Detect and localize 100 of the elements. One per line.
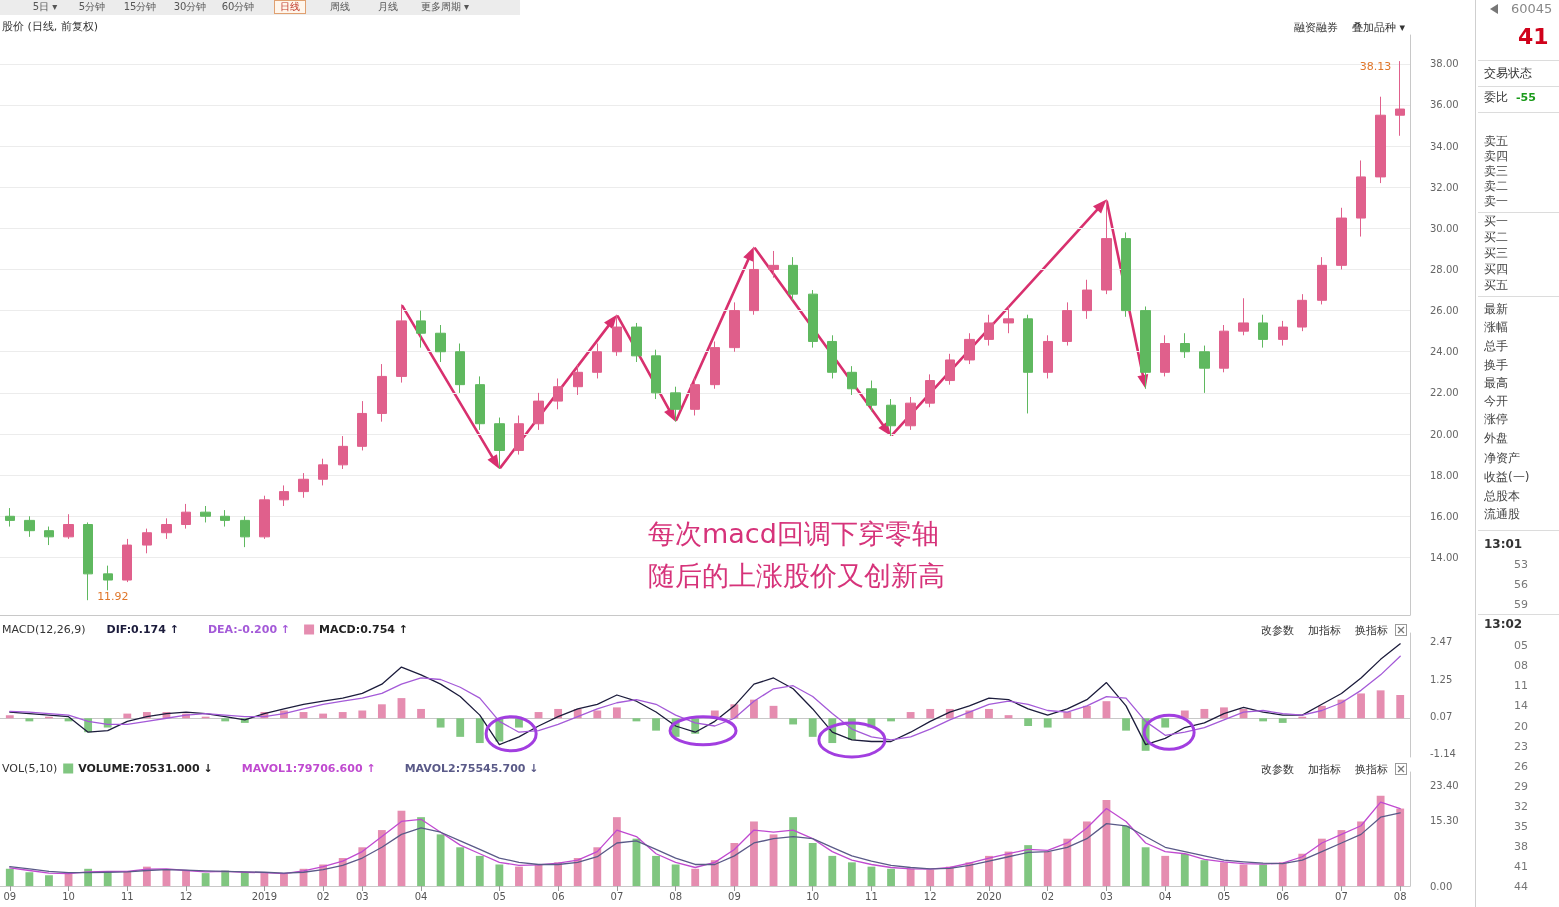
text: 29	[1514, 779, 1528, 793]
text: 30分钟	[173, 0, 207, 12]
x-tick-label: 12	[179, 890, 193, 902]
x-tick-label: 05	[1217, 890, 1231, 902]
text: 卖四	[1484, 149, 1508, 164]
text: 日线	[274, 0, 306, 14]
text: 41	[1514, 859, 1528, 873]
y-tick-label: 32.00	[1430, 181, 1459, 193]
y-tick-label: 38.00	[1430, 58, 1459, 70]
text: 总股本	[1484, 489, 1520, 504]
legend-label: VOLUME:70531.000 ↓	[78, 762, 213, 775]
y-tick-label: 18.00	[1430, 469, 1459, 481]
y-tick-label: 26.00	[1430, 305, 1459, 317]
y-tick-label: 34.00	[1430, 140, 1459, 152]
text: 卖三	[1484, 164, 1508, 179]
x-tick-label: 03	[1100, 890, 1113, 902]
text: 56	[1514, 577, 1528, 591]
y-tick-label: 0.00	[1430, 880, 1453, 892]
x-tick-label: 07	[610, 890, 624, 902]
x-tick-label: 10	[62, 890, 75, 902]
x-tick-label: 11	[120, 890, 134, 902]
text: 14	[1514, 698, 1528, 712]
legend-label: MACD:0.754 ↑	[319, 623, 408, 636]
text: 总手	[1484, 339, 1508, 354]
x-tick-label: 02	[1041, 890, 1055, 902]
x-tick-label: 07	[1335, 890, 1348, 902]
x-tick-label: 06	[551, 890, 565, 902]
text: 13:01	[1484, 537, 1523, 552]
text: 41	[1518, 23, 1549, 49]
text: 26	[1514, 759, 1528, 773]
y-tick-label: 22.00	[1430, 387, 1459, 399]
text: 买五	[1484, 278, 1508, 293]
x-tick-label: 09	[3, 890, 17, 902]
x-tick-label: 2020	[976, 890, 1002, 902]
text: 委比	[1484, 90, 1508, 105]
x-tick-label: 02	[316, 890, 330, 902]
x-tick-label: 12	[923, 890, 937, 902]
text: 59	[1514, 597, 1528, 611]
text: 5分钟	[78, 0, 106, 12]
text: 换手	[1484, 358, 1508, 373]
text: 卖二	[1484, 179, 1508, 194]
y-tick-label: 14.00	[1430, 551, 1459, 563]
x-tick-label: 09	[728, 890, 741, 902]
text: DEA:-0.200 ↑	[207, 623, 291, 636]
text: 净资产	[1484, 451, 1520, 466]
x-tick-label: 08	[1393, 890, 1407, 902]
chart-title: VOL(5,10)	[2, 762, 58, 775]
y-tick-label: 1.25	[1430, 674, 1453, 685]
text: 23	[1514, 739, 1528, 753]
annotation: 随后的上涨股价又创新高	[648, 559, 945, 591]
text: 11	[1514, 678, 1528, 692]
text: 05	[1514, 638, 1528, 652]
text: 15分钟	[123, 0, 157, 12]
text: MAVOL1:79706.600 ↑	[241, 762, 376, 775]
text: 叠加品种 ▾	[1351, 20, 1406, 34]
text: 卖五	[1484, 134, 1508, 149]
text: 买四	[1484, 262, 1508, 277]
text: 35	[1514, 819, 1528, 833]
text: 融资融券	[1293, 20, 1338, 34]
text: 53	[1514, 557, 1528, 571]
y-tick-label: -1.14	[1430, 748, 1456, 760]
x-tick-label: 2019	[251, 890, 278, 902]
y-tick-label: 23.40	[1430, 779, 1459, 791]
annotation: 每次macd回调下穿零轴	[648, 517, 939, 549]
text: 涨幅	[1484, 320, 1508, 335]
text: DIF:0.174 ↑	[106, 623, 179, 636]
annotation: 换指标	[1355, 762, 1388, 776]
text: 卖一	[1484, 194, 1508, 209]
annotation: 加指标	[1308, 623, 1341, 637]
text: 更多周期 ▾	[420, 0, 470, 12]
text: 20	[1514, 719, 1528, 733]
x-tick-label: 04	[1158, 890, 1172, 902]
annotation: 改参数	[1261, 623, 1294, 637]
text: 38	[1514, 839, 1528, 853]
x-tick-label: 03	[355, 890, 369, 902]
text: 今开	[1484, 394, 1508, 409]
x-tick-label: 04	[414, 890, 428, 902]
text: 流通股	[1484, 507, 1520, 522]
annotation: 38.13	[1359, 59, 1392, 73]
y-tick-label: 2.47	[1430, 636, 1453, 648]
text: 涨停	[1484, 412, 1508, 427]
text: 13:02	[1484, 617, 1523, 632]
y-tick-label: 15.30	[1430, 814, 1459, 826]
y-tick-label: 36.00	[1430, 99, 1459, 111]
y-tick-label: 28.00	[1430, 263, 1459, 275]
x-tick-label: 08	[669, 890, 682, 902]
text: 最高	[1484, 376, 1508, 391]
y-tick-label: 20.00	[1430, 428, 1459, 440]
text: 周线	[330, 0, 350, 12]
y-tick-label: 0.07	[1430, 710, 1453, 722]
x-tick-label: 11	[865, 890, 878, 902]
x-tick-label: 05	[493, 890, 506, 902]
annotation: 换指标	[1355, 623, 1388, 637]
text: 买二	[1484, 230, 1508, 245]
x-tick-label: 10	[806, 890, 820, 902]
text: 最新	[1484, 302, 1508, 317]
chart-title: MACD(12,26,9)	[2, 623, 86, 636]
text: 月线	[378, 0, 398, 12]
text: 买一	[1484, 214, 1508, 229]
chart-title: 股价 (日线, 前复权)	[2, 20, 99, 33]
